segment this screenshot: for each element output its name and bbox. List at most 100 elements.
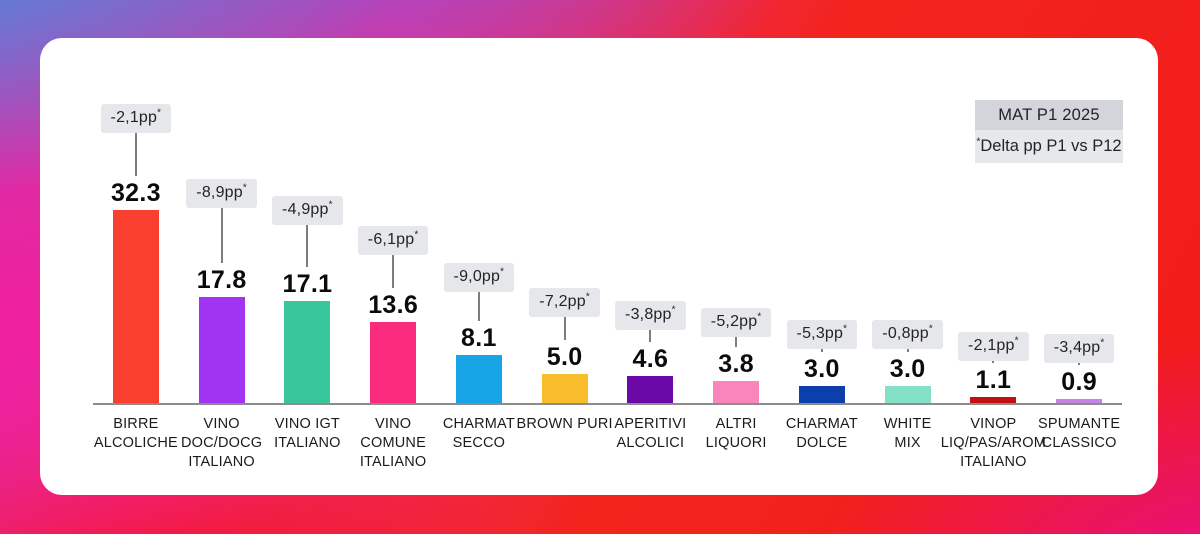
bar [112,210,159,404]
bar-column: -6,1pp* 13.6 VINO COMUNE ITALIANO [350,226,436,470]
bar-value-label: 8.1 [461,324,497,353]
bar-value-label: 17.8 [196,266,247,295]
delta-callout: -3,8pp* [615,301,686,331]
bar [884,386,931,404]
bar [713,381,760,404]
delta-value: -8,9pp [196,184,243,202]
bar [455,355,502,404]
callout-connector-line [134,133,137,177]
delta-value: -3,4pp [1053,338,1101,356]
delta-callout: -9,0pp* [443,263,515,293]
bar-column: -5,3pp* 3.0 CHARMAT DOLCE [779,320,865,451]
category-label: VINO IGT ITALIANO [274,416,341,452]
x-axis-line [93,403,1122,405]
delta-asterisk: * [843,323,848,335]
delta-callout: -0,8pp* [872,320,943,349]
callout-connector-line [1078,362,1081,365]
footnote-text: Delta pp P1 vs P12 [980,137,1122,155]
category-label: SPUMANTE CLASSICO [1038,416,1121,452]
callout-connector-line [820,349,823,352]
bar-value-label: 0.9 [1061,367,1097,396]
delta-asterisk: * [414,230,419,242]
bar-column: -7,2pp* 5.0 BROWN PURI [517,288,613,432]
bar-value-label: 5.0 [546,343,583,371]
callout-connector-line [735,337,738,348]
delta-callout: -8,9pp* [186,179,257,209]
bar [798,386,845,404]
delta-value: -9,0pp [453,268,501,286]
bar-value-label: 3.0 [804,355,840,383]
delta-asterisk: * [671,305,676,317]
bar [370,322,417,404]
bar-column: -4,9pp* 17.1 VINO IGT ITALIANO [265,196,351,451]
bar-value-label: 13.6 [368,291,419,320]
delta-value: -5,3pp [796,325,844,342]
delta-value: -3,8pp [625,306,672,324]
delta-callout: -4,9pp* [272,196,343,226]
category-label: VINO COMUNE ITALIANO [359,416,427,471]
delta-value: -2,1pp [968,337,1015,355]
bar-value-label: 3.8 [718,350,754,379]
bar-column: -9,0pp* 8.1 CHARMAT SECCO [436,263,522,451]
delta-callout: -2,1pp* [958,332,1029,362]
callout-connector-line [906,349,909,352]
bar-column: -5,2pp* 3.8 ALTRI LIQUORI [693,308,779,451]
delta-value: -2,1pp [110,109,158,127]
delta-asterisk: * [500,267,505,279]
delta-asterisk: * [928,323,933,335]
bar-value-label: 4.6 [632,345,669,374]
bar [198,297,245,404]
bar [1056,398,1103,404]
delta-callout: -5,3pp* [786,320,858,349]
delta-asterisk: * [585,291,590,303]
category-label: APERITIVI ALCOLICI [614,416,687,452]
bar-column: -2,1pp* 32.3 BIRRE ALCOLICHE [93,104,179,451]
callout-connector-line [306,225,309,268]
bar-value-label: 1.1 [975,366,1012,395]
category-label: WHITE MIX [883,416,932,452]
delta-asterisk: * [157,107,162,119]
category-label: CHARMAT SECCO [442,416,515,452]
delta-value: -5,2pp [710,313,758,331]
category-label: BROWN PURI [516,416,613,432]
delta-value: -6,1pp [367,231,415,249]
callout-connector-line [477,292,480,322]
bar-value-label: 17.1 [282,270,333,299]
bar-column: -0,8pp* 3.0 WHITE MIX [865,320,951,451]
delta-asterisk: * [328,200,333,212]
delta-asterisk: * [1014,336,1019,348]
bar-value-label: 32.3 [110,179,161,208]
callout-connector-line [563,317,566,340]
bar [970,397,1017,404]
delta-value: -4,9pp [282,201,329,219]
callout-connector-line [220,208,223,264]
legend: MAT P1 2025 *Delta pp P1 vs P12 [975,100,1123,163]
delta-asterisk: * [242,182,247,194]
bar-value-label: 3.0 [889,355,926,383]
bar-column: -3,8pp* 4.6 APERITIVI ALCOLICI [608,301,694,451]
category-label: VINOP LIQ/PAS/AROM ITALIANO [940,416,1047,471]
bar-column: -8,9pp* 17.8 VINO DOC/DOCG ITALIANO [179,179,265,470]
footnote-asterisk: * [976,136,981,148]
delta-callout: -5,2pp* [700,308,772,338]
delta-asterisk: * [1100,337,1105,349]
delta-callout: -6,1pp* [357,226,429,256]
category-label: BIRRE ALCOLICHE [93,416,178,452]
bar [541,374,588,404]
delta-callout: -2,1pp* [100,104,172,134]
callout-connector-line [392,255,395,289]
bar-chart-plot: -2,1pp* 32.3 BIRRE ALCOLICHE -8,9pp* 17.… [93,38,1122,470]
bar [284,301,331,404]
bar-column: -3,4pp* 0.9 SPUMANTE CLASSICO [1036,333,1122,451]
delta-callout: -7,2pp* [529,288,600,317]
category-label: ALTRI LIQUORI [705,416,767,452]
delta-value: -7,2pp [539,293,586,310]
chart-card: MAT P1 2025 *Delta pp P1 vs P12 -2,1pp* … [40,38,1158,495]
bar [627,376,674,404]
delta-asterisk: * [757,311,762,323]
delta-value: -0,8pp [882,325,929,342]
category-label: VINO DOC/DOCG ITALIANO [180,416,263,471]
callout-connector-line [992,361,995,364]
category-label: CHARMAT DOLCE [785,416,858,452]
